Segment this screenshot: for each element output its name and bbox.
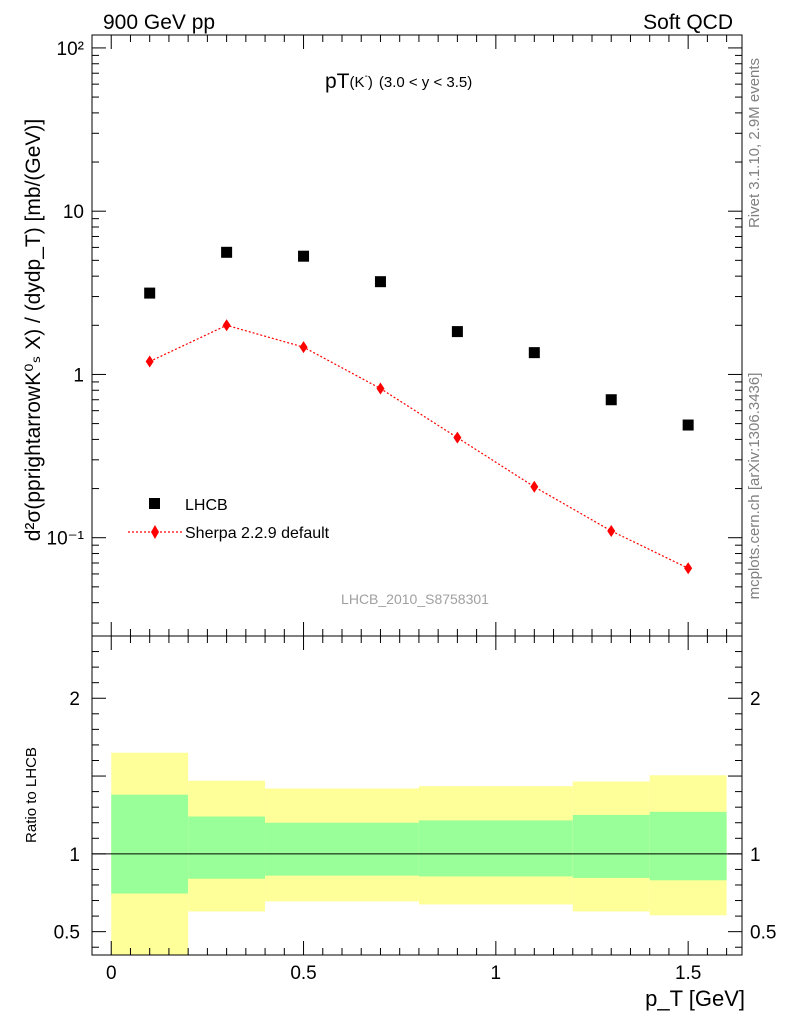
sherpa-point bbox=[222, 319, 231, 332]
ratio-y-tick-label-left: 0.5 bbox=[54, 923, 80, 944]
ratio-bands bbox=[111, 752, 727, 955]
data-markers bbox=[144, 246, 694, 575]
sherpa-point bbox=[376, 382, 385, 395]
mcplots-label: mcplots.cern.ch [arXiv:1306.3436] bbox=[746, 373, 763, 600]
header-right-label: Soft QCD bbox=[643, 11, 733, 34]
ratio-band-inner bbox=[265, 822, 419, 876]
x-tick-label: 1.5 bbox=[675, 963, 701, 984]
lhcb-data-point bbox=[605, 394, 617, 406]
sherpa-point bbox=[530, 480, 539, 493]
main-y-tick-label: 1 bbox=[73, 365, 84, 386]
x-axis-label: p_T [GeV] bbox=[645, 986, 745, 1011]
ratio-y-tick-label-left: 1 bbox=[69, 845, 80, 866]
ratio-band-inner bbox=[111, 794, 189, 894]
lhcb-data-point bbox=[298, 250, 310, 262]
lhcb-data-point bbox=[221, 246, 233, 258]
lhcb-data-point bbox=[528, 347, 540, 359]
main-title: pT(K-) (3.0 < y < 3.5) bbox=[325, 70, 472, 93]
header-left-label: 900 GeV pp bbox=[103, 11, 215, 34]
lhcb-data-point bbox=[374, 276, 386, 288]
lhcb-data-point bbox=[451, 326, 463, 338]
sherpa-point bbox=[299, 341, 308, 354]
x-tick-label: 1 bbox=[491, 963, 502, 984]
ratio-band-inner bbox=[649, 811, 727, 881]
lhcb-data-point bbox=[144, 287, 156, 299]
title-particle: (K bbox=[350, 74, 365, 91]
sherpa-point bbox=[145, 355, 154, 368]
analysis-watermark: LHCB_2010_S8758301 bbox=[341, 591, 489, 607]
ratio-band-inner bbox=[418, 820, 573, 877]
axis-tick-labels: 10⁻¹ 1 10 10² 0.5 0.5 1 1 2 2 0 0.5 1 1.5 bbox=[47, 39, 777, 984]
ratio-band-inner bbox=[572, 814, 650, 878]
title-close: ) bbox=[368, 74, 373, 91]
ratio-y-tick-label-right: 0.5 bbox=[750, 923, 776, 944]
rivet-version-label: Rivet 3.1.10, 2.9M events bbox=[746, 58, 763, 228]
main-y-tick-label: 10⁻¹ bbox=[47, 529, 85, 550]
ratio-plot-frame bbox=[91, 635, 743, 956]
main-y-tick-label: 10 bbox=[63, 202, 84, 223]
main-plot-frame bbox=[91, 34, 743, 637]
legend: LHCB Sherpa 2.2.9 default bbox=[128, 497, 330, 542]
sherpa-point bbox=[453, 431, 462, 444]
legend-lhcb-marker bbox=[149, 498, 160, 509]
ratio-y-tick-label-right: 2 bbox=[750, 689, 761, 710]
title-sup: - bbox=[365, 71, 368, 82]
sherpa-point bbox=[684, 562, 693, 575]
sherpa-point bbox=[607, 524, 616, 537]
title-range: (3.0 < y < 3.5) bbox=[379, 74, 472, 91]
title-main: pT bbox=[325, 70, 350, 93]
legend-sherpa-label: Sherpa 2.2.9 default bbox=[185, 525, 330, 542]
x-tick-label: 0.5 bbox=[290, 963, 316, 984]
sherpa-dotted-line bbox=[149, 324, 689, 569]
main-y-axis-label: d²σ(pprightarrowK⁰ₛ X) / (dydp_T) [mb/(G… bbox=[22, 119, 45, 542]
ratio-band-inner bbox=[188, 816, 266, 879]
ratio-y-tick-label-left: 2 bbox=[69, 689, 80, 710]
legend-lhcb-label: LHCB bbox=[185, 497, 228, 514]
ratio-y-axis-label: Ratio to LHCB bbox=[23, 747, 40, 843]
x-tick-label: 0 bbox=[106, 963, 117, 984]
sherpa-line bbox=[149, 324, 689, 569]
ratio-y-tick-label-right: 1 bbox=[750, 845, 761, 866]
main-y-tick-label: 10² bbox=[57, 39, 84, 60]
lhcb-data-point bbox=[682, 419, 694, 431]
legend-sherpa-marker bbox=[151, 525, 159, 539]
